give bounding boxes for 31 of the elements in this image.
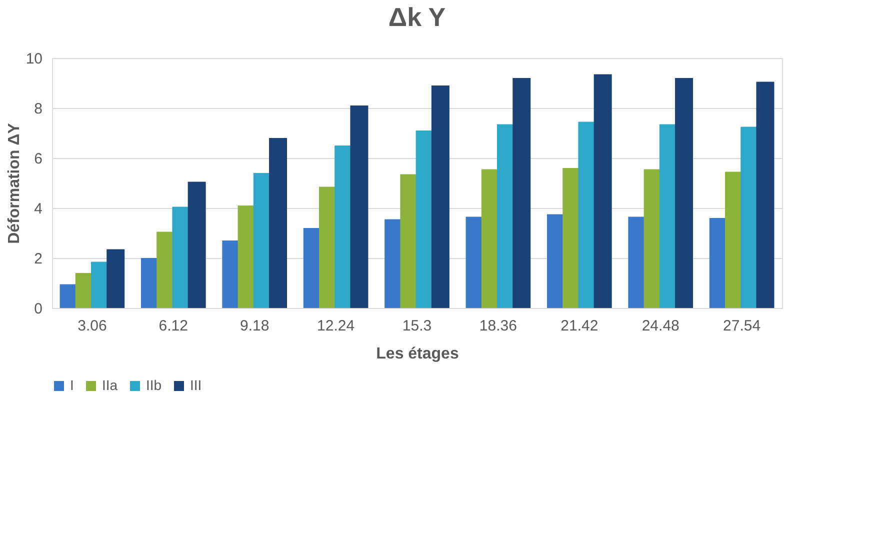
y-tick-label: 0 bbox=[34, 300, 42, 318]
x-tick-label: 27.54 bbox=[723, 318, 761, 334]
legend-label: III bbox=[190, 377, 202, 393]
legend-label: I bbox=[70, 377, 74, 393]
y-tick-label: 8 bbox=[34, 100, 42, 118]
y-tick-label: 2 bbox=[34, 250, 42, 268]
legend-label: IIb bbox=[146, 377, 162, 393]
bar bbox=[188, 182, 206, 308]
x-axis-title: Les étages bbox=[376, 346, 459, 362]
x-tick-label: 6.12 bbox=[158, 318, 188, 334]
bar bbox=[269, 138, 288, 308]
x-tick-label: 3.06 bbox=[78, 318, 107, 334]
bar bbox=[675, 78, 694, 308]
x-tick-label: 15.3 bbox=[402, 318, 432, 334]
x-tick-label: 12.24 bbox=[317, 318, 355, 334]
bar bbox=[594, 74, 612, 308]
x-tick-label: 9.18 bbox=[240, 318, 270, 334]
x-tick-label: 21.42 bbox=[560, 318, 598, 334]
bar bbox=[512, 78, 531, 308]
bar bbox=[350, 106, 368, 308]
y-tick-label: 10 bbox=[26, 50, 42, 68]
bar bbox=[106, 249, 125, 308]
legend-label: IIa bbox=[102, 377, 118, 393]
bar bbox=[431, 86, 450, 308]
y-tick-label: 6 bbox=[34, 150, 42, 168]
y-axis-title: Déformation ΔY bbox=[6, 122, 23, 244]
y-tick-label: 4 bbox=[34, 200, 42, 218]
chart-title: Δk Y bbox=[388, 2, 446, 32]
x-tick-label: 24.48 bbox=[642, 318, 680, 334]
x-tick-label: 18.36 bbox=[479, 318, 517, 334]
bar bbox=[756, 82, 774, 308]
